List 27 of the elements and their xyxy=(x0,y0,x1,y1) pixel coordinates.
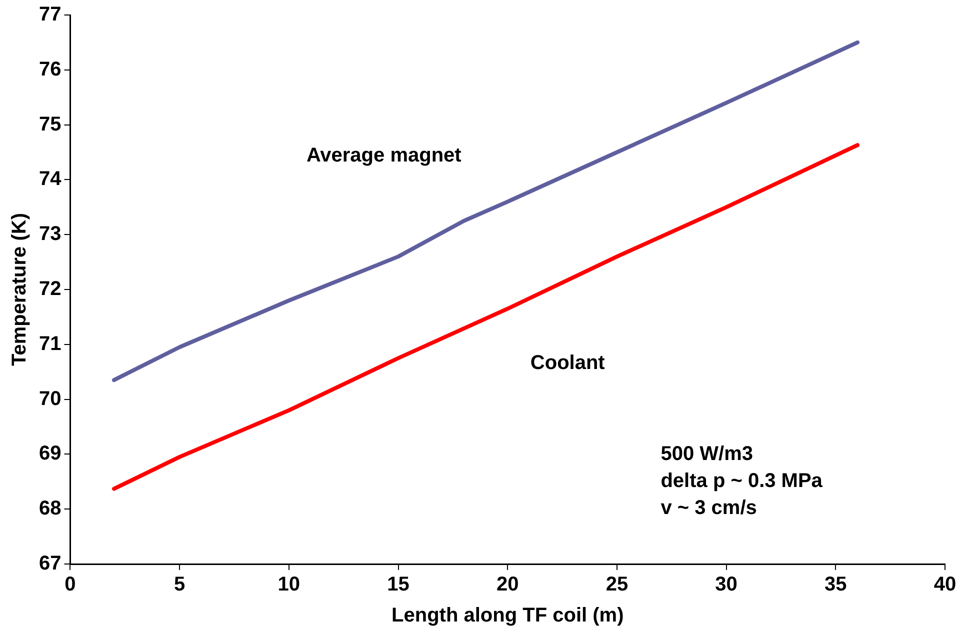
text: Coolant xyxy=(530,352,606,374)
annotation: v ~ 3 cm/s xyxy=(660,497,757,519)
y-tick-label: 67 xyxy=(38,552,62,575)
y-tick-label: 75 xyxy=(38,113,62,136)
x-tick-label: 40 xyxy=(934,574,956,596)
y-tick-label: 73 xyxy=(38,223,62,246)
x-tick-label: 20 xyxy=(496,574,519,596)
y-tick-label: 72 xyxy=(38,278,62,300)
x-tick-label: 10 xyxy=(278,574,300,596)
annotation: delta p ~ 0.3 MPa xyxy=(660,470,824,492)
y-tick-label: 68 xyxy=(38,498,62,520)
x-tick-label: 15 xyxy=(387,574,410,596)
annotation: 500 W/m3 xyxy=(660,443,753,465)
x-tick-label: 30 xyxy=(715,574,738,596)
text: Average magnet xyxy=(306,144,462,166)
x-tick-label: 35 xyxy=(824,574,847,596)
x-tick-label: 0 xyxy=(64,574,76,596)
y-tick-label: 70 xyxy=(38,388,62,410)
y-tick-label: 77 xyxy=(38,4,62,26)
x-tick-label: 25 xyxy=(606,574,628,596)
y-tick-label: 74 xyxy=(38,168,62,190)
x-tick-label: 5 xyxy=(174,574,186,596)
y-axis-title: Temperature (K) xyxy=(8,213,31,366)
x-axis-title: Length along TF coil (m) xyxy=(392,604,624,627)
y-tick-label: 69 xyxy=(38,442,62,465)
y-tick-label: 76 xyxy=(38,58,62,80)
y-tick-label: 71 xyxy=(38,332,62,355)
